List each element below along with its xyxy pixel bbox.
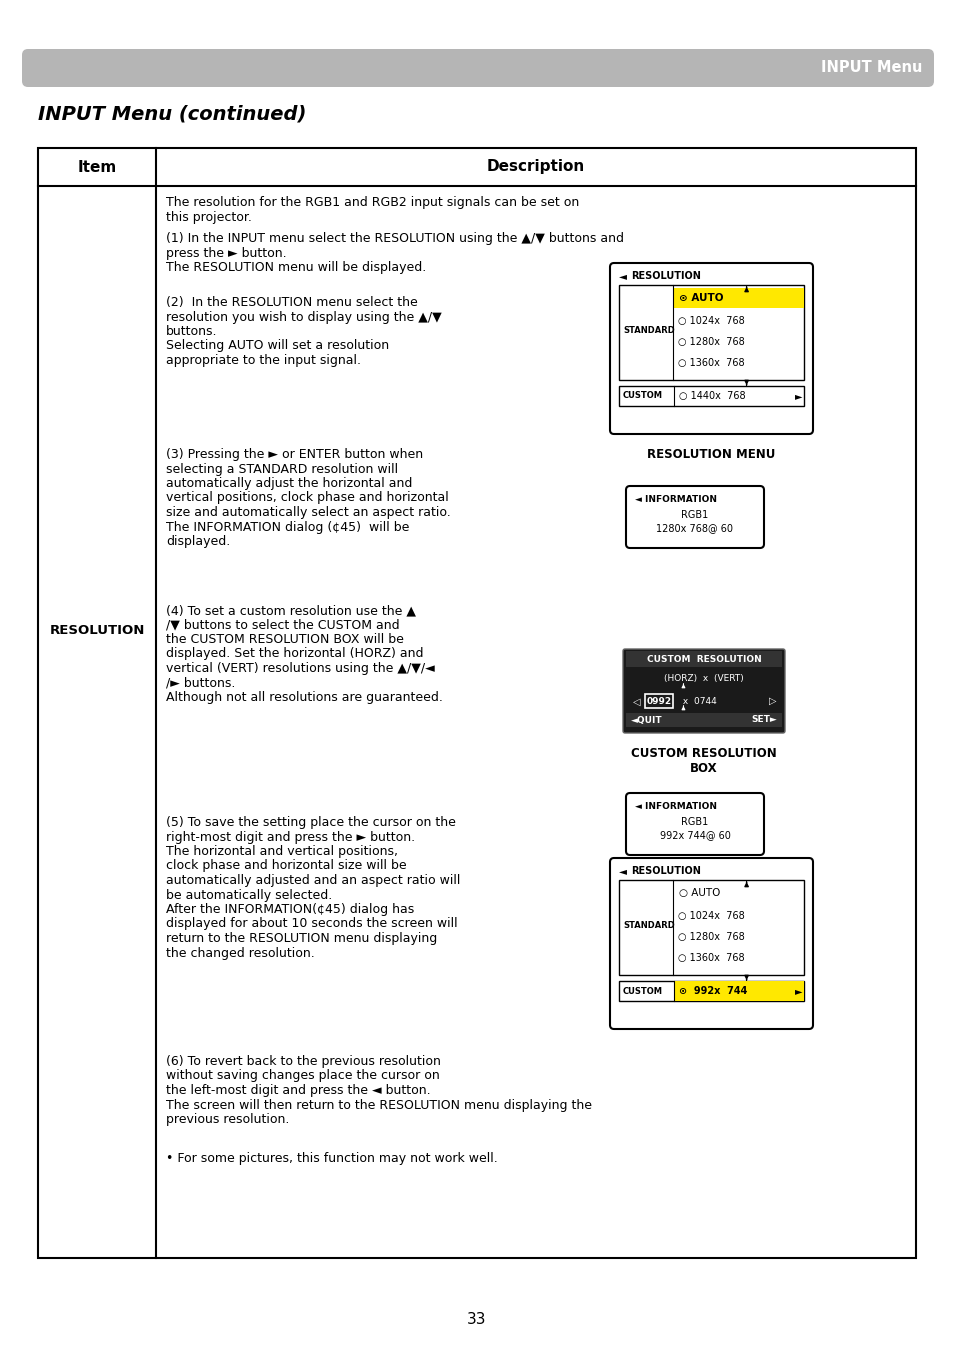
Text: CUSTOM: CUSTOM xyxy=(622,987,662,995)
Text: RGB1: RGB1 xyxy=(680,510,708,520)
Text: ○ 1024x  768: ○ 1024x 768 xyxy=(678,315,744,326)
FancyBboxPatch shape xyxy=(675,982,803,1001)
Text: RESOLUTION: RESOLUTION xyxy=(630,271,700,282)
FancyBboxPatch shape xyxy=(622,649,784,733)
Text: ○ 1280x  768: ○ 1280x 768 xyxy=(678,932,744,942)
Text: the CUSTOM RESOLUTION BOX will be: the CUSTOM RESOLUTION BOX will be xyxy=(166,634,403,646)
FancyBboxPatch shape xyxy=(618,284,803,380)
Text: (4) To set a custom resolution use the ▲: (4) To set a custom resolution use the ▲ xyxy=(166,604,416,617)
Text: right-most digit and press the ► button.: right-most digit and press the ► button. xyxy=(166,830,415,844)
Text: automatically adjust the horizontal and: automatically adjust the horizontal and xyxy=(166,477,412,490)
Text: 992x 744@ 60: 992x 744@ 60 xyxy=(659,830,730,839)
Text: ◁: ◁ xyxy=(633,697,639,707)
Text: previous resolution.: previous resolution. xyxy=(166,1113,289,1127)
Text: Description: Description xyxy=(486,160,584,175)
Text: STANDARD: STANDARD xyxy=(622,921,674,930)
Text: After the INFORMATION(¢45) dialog has: After the INFORMATION(¢45) dialog has xyxy=(166,903,414,917)
Text: CUSTOM  RESOLUTION: CUSTOM RESOLUTION xyxy=(646,654,760,663)
Text: x  0744: x 0744 xyxy=(679,696,716,705)
Text: ○ 1280x  768: ○ 1280x 768 xyxy=(678,337,744,347)
Text: the changed resolution.: the changed resolution. xyxy=(166,946,314,960)
FancyBboxPatch shape xyxy=(609,858,812,1029)
Text: 33: 33 xyxy=(467,1312,486,1327)
Text: INPUT Menu (continued): INPUT Menu (continued) xyxy=(38,106,306,125)
FancyBboxPatch shape xyxy=(625,714,781,727)
Text: be automatically selected.: be automatically selected. xyxy=(166,888,332,902)
Text: The resolution for the RGB1 and RGB2 input signals can be set on: The resolution for the RGB1 and RGB2 inp… xyxy=(166,196,578,209)
FancyBboxPatch shape xyxy=(625,651,781,668)
Text: ○ 1024x  768: ○ 1024x 768 xyxy=(678,911,744,921)
Text: ►: ► xyxy=(794,986,801,997)
Text: ⊙  992x  744: ⊙ 992x 744 xyxy=(679,986,746,997)
Text: ○ 1440x  768: ○ 1440x 768 xyxy=(679,391,745,401)
Text: BOX: BOX xyxy=(689,762,717,774)
Text: RESOLUTION MENU: RESOLUTION MENU xyxy=(646,448,775,460)
Text: Item: Item xyxy=(77,160,116,175)
Text: CUSTOM RESOLUTION: CUSTOM RESOLUTION xyxy=(631,747,776,760)
Text: ▷: ▷ xyxy=(769,696,776,705)
Text: ○ AUTO: ○ AUTO xyxy=(679,888,720,898)
Text: automatically adjusted and an aspect ratio will: automatically adjusted and an aspect rat… xyxy=(166,873,460,887)
Text: displayed for about 10 seconds the screen will: displayed for about 10 seconds the scree… xyxy=(166,918,457,930)
Text: The horizontal and vertical positions,: The horizontal and vertical positions, xyxy=(166,845,397,858)
Text: size and automatically select an aspect ratio.: size and automatically select an aspect … xyxy=(166,506,450,519)
Text: The screen will then return to the RESOLUTION menu displaying the: The screen will then return to the RESOL… xyxy=(166,1098,592,1112)
Text: Although not all resolutions are guaranteed.: Although not all resolutions are guarant… xyxy=(166,691,442,704)
FancyBboxPatch shape xyxy=(609,263,812,435)
FancyBboxPatch shape xyxy=(625,486,763,548)
Text: /▼ buttons to select the CUSTOM and: /▼ buttons to select the CUSTOM and xyxy=(166,619,399,631)
Text: press the ► button.: press the ► button. xyxy=(166,246,286,260)
Text: resolution you wish to display using the ▲/▼: resolution you wish to display using the… xyxy=(166,310,441,324)
Text: clock phase and horizontal size will be: clock phase and horizontal size will be xyxy=(166,860,406,872)
FancyBboxPatch shape xyxy=(618,982,803,1001)
Text: ◄QUIT: ◄QUIT xyxy=(630,715,662,724)
Text: • For some pictures, this function may not work well.: • For some pictures, this function may n… xyxy=(166,1152,497,1164)
Text: STANDARD: STANDARD xyxy=(622,326,674,334)
Text: buttons.: buttons. xyxy=(166,325,217,338)
FancyBboxPatch shape xyxy=(644,695,672,708)
FancyBboxPatch shape xyxy=(22,49,933,87)
Text: (1) In the INPUT menu select the RESOLUTION using the ▲/▼ buttons and: (1) In the INPUT menu select the RESOLUT… xyxy=(166,232,623,245)
Text: ○ 1360x  768: ○ 1360x 768 xyxy=(678,357,744,368)
Text: without saving changes place the cursor on: without saving changes place the cursor … xyxy=(166,1070,439,1082)
Text: ◄: ◄ xyxy=(618,271,626,282)
Text: selecting a STANDARD resolution will: selecting a STANDARD resolution will xyxy=(166,463,397,475)
Text: (6) To revert back to the previous resolution: (6) To revert back to the previous resol… xyxy=(166,1055,440,1068)
Text: RESOLUTION: RESOLUTION xyxy=(630,867,700,876)
Text: return to the RESOLUTION menu displaying: return to the RESOLUTION menu displaying xyxy=(166,932,436,945)
FancyBboxPatch shape xyxy=(618,386,803,406)
FancyBboxPatch shape xyxy=(618,880,803,975)
Text: displayed. Set the horizontal (HORZ) and: displayed. Set the horizontal (HORZ) and xyxy=(166,647,423,661)
FancyBboxPatch shape xyxy=(625,793,763,854)
Text: ○ 1360x  768: ○ 1360x 768 xyxy=(678,953,744,963)
Text: The INFORMATION dialog (¢45)  will be: The INFORMATION dialog (¢45) will be xyxy=(166,520,409,533)
Text: the left-most digit and press the ◄ button.: the left-most digit and press the ◄ butt… xyxy=(166,1085,430,1097)
Text: /► buttons.: /► buttons. xyxy=(166,677,235,689)
Text: RESOLUTION: RESOLUTION xyxy=(50,623,145,636)
Text: this projector.: this projector. xyxy=(166,210,252,223)
Text: RGB1: RGB1 xyxy=(680,816,708,827)
Text: (5) To save the setting place the cursor on the: (5) To save the setting place the cursor… xyxy=(166,816,456,829)
Text: vertical (VERT) resolutions using the ▲/▼/◄: vertical (VERT) resolutions using the ▲/… xyxy=(166,662,435,676)
FancyBboxPatch shape xyxy=(673,288,803,307)
Text: ⊙ AUTO: ⊙ AUTO xyxy=(679,292,722,303)
Text: The RESOLUTION menu will be displayed.: The RESOLUTION menu will be displayed. xyxy=(166,261,426,274)
Text: (2)  In the RESOLUTION menu select the: (2) In the RESOLUTION menu select the xyxy=(166,297,417,309)
Text: ►: ► xyxy=(794,391,801,401)
Text: (3) Pressing the ► or ENTER button when: (3) Pressing the ► or ENTER button when xyxy=(166,448,423,460)
Text: Selecting AUTO will set a resolution: Selecting AUTO will set a resolution xyxy=(166,340,389,352)
Text: 1280x 768@ 60: 1280x 768@ 60 xyxy=(656,523,733,533)
Text: appropriate to the input signal.: appropriate to the input signal. xyxy=(166,353,360,367)
Text: SET►: SET► xyxy=(750,715,776,724)
Text: INPUT Menu: INPUT Menu xyxy=(820,61,921,76)
Text: ◄ INFORMATION: ◄ INFORMATION xyxy=(635,802,717,811)
Text: ◄: ◄ xyxy=(618,867,626,876)
Text: (HORZ)  x  (VERT): (HORZ) x (VERT) xyxy=(663,674,743,684)
Text: vertical positions, clock phase and horizontal: vertical positions, clock phase and hori… xyxy=(166,492,448,505)
Text: displayed.: displayed. xyxy=(166,535,230,548)
Text: CUSTOM: CUSTOM xyxy=(622,391,662,401)
Text: ◄ INFORMATION: ◄ INFORMATION xyxy=(635,496,717,504)
Text: 0992: 0992 xyxy=(646,696,671,705)
